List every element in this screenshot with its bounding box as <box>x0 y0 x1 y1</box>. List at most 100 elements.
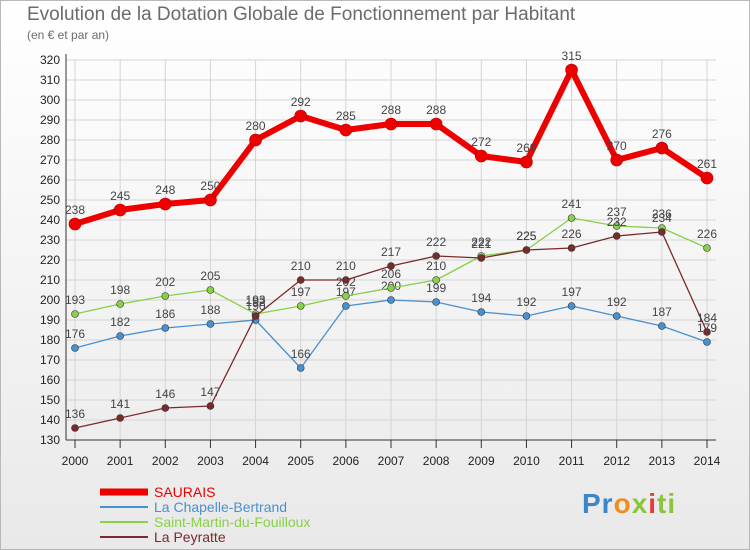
data-label-la-peyratte: 210 <box>291 259 311 273</box>
data-label-saurais: 276 <box>652 127 672 141</box>
x-tick-label: 2008 <box>423 454 450 468</box>
data-label-saurais: 250 <box>200 179 220 193</box>
data-point-la-peyratte <box>658 228 666 236</box>
data-label-saurais: 272 <box>471 135 491 149</box>
legend-label-saint-martin-du-fouilloux: Saint-Martin-du-Fouilloux <box>154 514 310 530</box>
data-point-la-chapelle-bertrand <box>612 312 621 320</box>
data-point-la-peyratte <box>251 312 260 320</box>
x-tick-label: 2013 <box>649 454 676 468</box>
data-label-saint-martin-du-fouilloux: 222 <box>471 235 491 249</box>
data-label-la-chapelle-bertrand: 176 <box>65 327 85 341</box>
data-point-saint-martin-du-fouilloux <box>342 292 350 300</box>
data-point-la-peyratte <box>703 328 711 336</box>
data-point-saurais <box>294 109 308 123</box>
y-tick-label: 210 <box>40 273 60 287</box>
data-point-saurais <box>68 217 82 231</box>
data-point-la-peyratte <box>206 402 215 410</box>
y-tick-label: 180 <box>40 333 60 347</box>
data-point-la-peyratte <box>71 424 79 432</box>
data-point-la-chapelle-bertrand <box>703 338 711 346</box>
data-point-la-peyratte <box>116 414 124 422</box>
data-label-la-chapelle-bertrand: 188 <box>200 303 220 317</box>
y-tick-label: 250 <box>40 193 60 207</box>
data-point-la-chapelle-bertrand <box>567 302 576 310</box>
data-point-saurais <box>655 141 669 155</box>
data-point-saurais <box>700 171 714 185</box>
chart-title: Evolution de la Dotation Globale de Fonc… <box>27 4 576 25</box>
data-label-la-chapelle-bertrand: 179 <box>697 321 717 335</box>
proxiti-logo: Proxiti <box>582 488 677 519</box>
data-label-saint-martin-du-fouilloux: 193 <box>65 293 85 307</box>
data-label-saint-martin-du-fouilloux: 193 <box>246 293 266 307</box>
x-tick-label: 2003 <box>197 454 224 468</box>
data-label-la-peyratte: 225 <box>516 229 536 243</box>
data-point-saurais <box>204 193 217 207</box>
data-label-saint-martin-du-fouilloux: 237 <box>607 205 627 219</box>
x-tick-label: 2006 <box>333 454 360 468</box>
data-point-la-chapelle-bertrand <box>296 364 305 372</box>
data-point-saurais <box>610 153 624 167</box>
x-tick-label: 2004 <box>242 454 269 468</box>
data-point-la-peyratte <box>432 252 440 260</box>
y-tick-label: 320 <box>40 53 60 67</box>
y-tick-label: 190 <box>40 313 60 327</box>
data-point-la-chapelle-bertrand <box>522 312 531 320</box>
data-label-saurais: 315 <box>562 49 582 63</box>
legend-label-la-chapelle-bertrand: La Chapelle-Bertrand <box>154 499 287 515</box>
data-label-saint-martin-du-fouilloux: 241 <box>562 197 582 211</box>
data-label-saint-martin-du-fouilloux: 225 <box>516 229 536 243</box>
data-point-la-chapelle-bertrand <box>116 332 124 340</box>
data-label-saurais: 238 <box>65 203 85 217</box>
data-label-saint-martin-du-fouilloux: 236 <box>652 207 672 221</box>
data-label-la-peyratte: 136 <box>65 407 85 421</box>
data-point-saint-martin-du-fouilloux <box>567 214 576 222</box>
data-point-la-peyratte <box>477 254 486 262</box>
x-tick-label: 2012 <box>603 454 630 468</box>
data-label-la-chapelle-bertrand: 197 <box>562 285 582 299</box>
y-tick-label: 160 <box>40 373 60 387</box>
data-point-la-peyratte <box>567 244 576 252</box>
y-tick-label: 200 <box>40 293 60 307</box>
x-tick-label: 2001 <box>107 454 134 468</box>
data-label-saint-martin-du-fouilloux: 205 <box>200 269 220 283</box>
data-label-la-chapelle-bertrand: 192 <box>607 295 627 309</box>
data-point-saint-martin-du-fouilloux <box>71 310 79 318</box>
y-tick-label: 230 <box>40 233 60 247</box>
data-label-saurais: 245 <box>110 189 130 203</box>
x-tick-label: 2011 <box>559 454 585 468</box>
data-label-la-chapelle-bertrand: 182 <box>110 315 130 329</box>
x-tick-label: 2000 <box>62 454 89 468</box>
data-label-la-peyratte: 184 <box>697 311 717 325</box>
y-tick-label: 220 <box>40 253 60 267</box>
x-tick-label: 2002 <box>152 454 179 468</box>
y-tick-label: 260 <box>40 173 60 187</box>
data-label-la-peyratte: 146 <box>155 387 175 401</box>
data-point-la-peyratte <box>522 246 531 254</box>
data-label-la-peyratte: 234 <box>652 211 672 225</box>
data-label-saint-martin-du-fouilloux: 226 <box>697 227 717 241</box>
data-label-saurais: 269 <box>516 141 536 155</box>
data-label-saint-martin-du-fouilloux: 198 <box>110 283 130 297</box>
data-label-saurais: 285 <box>336 109 356 123</box>
data-point-saint-martin-du-fouilloux <box>387 284 395 292</box>
data-label-saurais: 261 <box>697 157 717 171</box>
data-label-la-chapelle-bertrand: 199 <box>426 281 446 295</box>
x-tick-label: 2007 <box>378 454 405 468</box>
y-tick-label: 310 <box>40 73 60 87</box>
data-label-saint-martin-du-fouilloux: 202 <box>155 275 175 289</box>
data-point-saurais <box>520 155 533 169</box>
data-label-la-peyratte: 217 <box>381 245 401 259</box>
data-label-la-chapelle-bertrand: 187 <box>652 305 672 319</box>
data-label-la-chapelle-bertrand: 190 <box>246 299 266 313</box>
y-tick-label: 150 <box>40 393 60 407</box>
data-point-la-peyratte <box>342 276 350 284</box>
y-tick-label: 140 <box>40 413 60 427</box>
data-label-la-chapelle-bertrand: 194 <box>471 291 491 305</box>
x-tick-label: 2014 <box>694 454 721 468</box>
data-point-saint-martin-du-fouilloux <box>206 286 215 294</box>
data-label-la-peyratte: 226 <box>562 227 582 241</box>
y-tick-label: 240 <box>40 213 60 227</box>
data-point-la-chapelle-bertrand <box>432 298 440 306</box>
legend-label-saurais: SAURAIS <box>154 484 215 500</box>
